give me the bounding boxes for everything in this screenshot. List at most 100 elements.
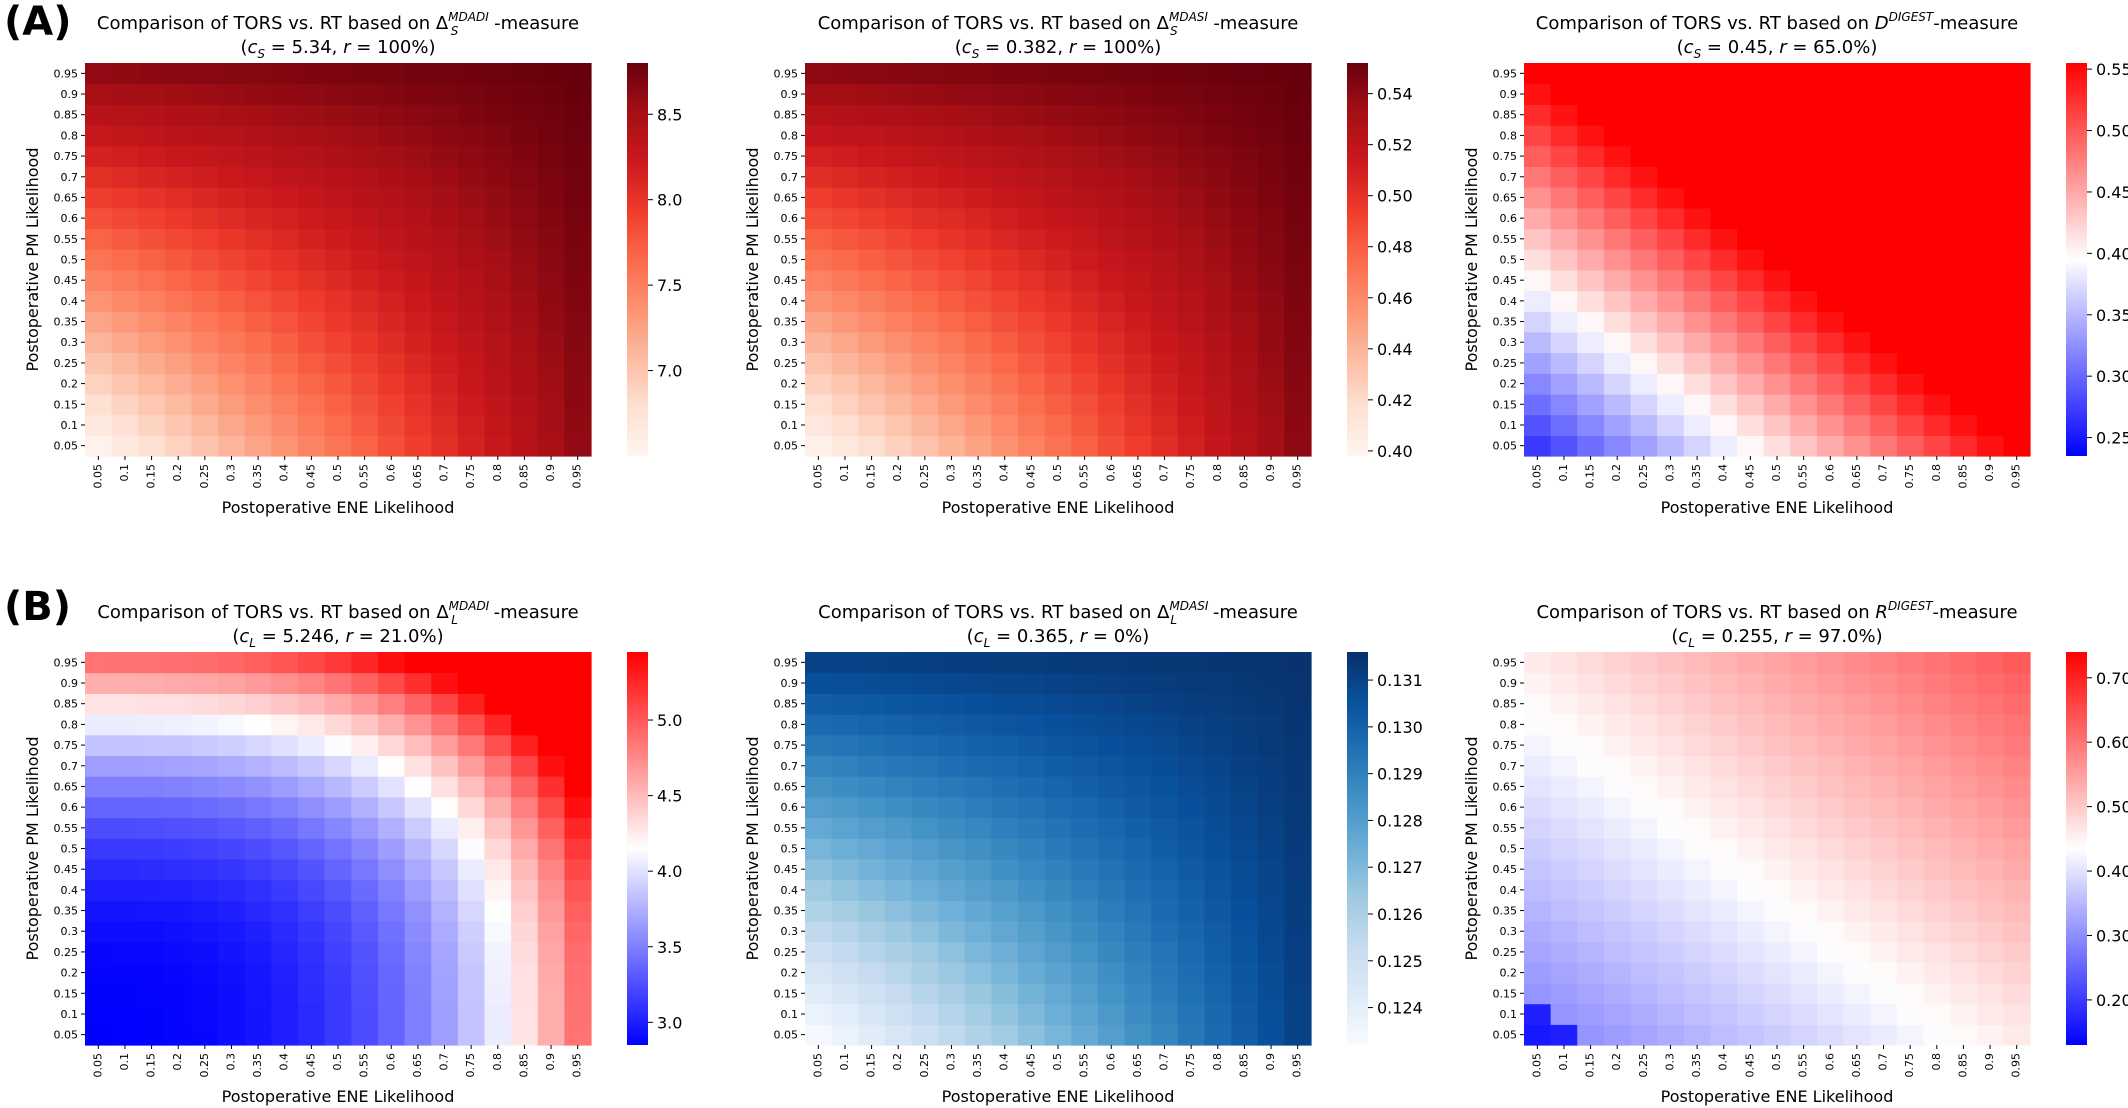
heatmap-cell: [1524, 796, 1552, 819]
heatmap-cell: [484, 672, 512, 694]
heatmap-cell: [1923, 269, 1951, 292]
x-tick-label: 0.55: [1797, 1053, 1810, 1078]
heatmap-cell: [1896, 352, 1925, 374]
heatmap-cell: [1071, 145, 1099, 168]
heatmap-cell: [1763, 83, 1791, 105]
heatmap-cell: [1151, 83, 1179, 105]
heatmap-cell: [191, 879, 219, 901]
colorbar-tick-label: 7.0: [657, 362, 682, 381]
heatmap-cell: [298, 249, 326, 271]
heatmap-cell: [1577, 879, 1605, 901]
heatmap-cell: [404, 228, 432, 250]
heatmap-cell: [1177, 352, 1206, 374]
heatmap-cell: [1257, 817, 1285, 839]
heatmap-cell: [484, 145, 512, 168]
heatmap-cell: [191, 652, 219, 674]
heatmap-cell: [1976, 714, 2004, 736]
heatmap-cell: [244, 187, 273, 209]
heatmap-cell: [884, 879, 913, 901]
heatmap-cell: [884, 796, 913, 819]
heatmap-cell: [111, 249, 139, 271]
heatmap-cell: [884, 269, 913, 292]
chart-5: 0.05 0.1 0.15 0.2 0.25 0.3 0.35 0.4 0.45 0.5 0.55 0…: [743, 599, 1423, 1106]
heatmap-cell: [1630, 714, 1658, 736]
heatmap-cell: [1231, 879, 1259, 901]
heatmap-cell: [1737, 962, 1765, 984]
heatmap-cell: [1630, 941, 1658, 963]
y-tick-label: 0.6: [1500, 212, 1518, 225]
heatmap-cell: [1044, 435, 1072, 457]
heatmap-cell: [884, 920, 913, 943]
heatmap-cell: [404, 652, 432, 674]
heatmap-cell: [1816, 755, 1845, 777]
heatmap-cell: [85, 900, 113, 922]
y-tick-label: 0.8: [1500, 718, 1518, 731]
heatmap-cell: [1603, 1024, 1632, 1046]
heatmap-cell: [964, 941, 993, 963]
heatmap-cell: [858, 755, 886, 777]
heatmap-cell: [964, 373, 993, 395]
heatmap-cell: [1976, 879, 2004, 901]
heatmap-cell: [1257, 187, 1285, 209]
heatmap-cell: [1044, 817, 1072, 839]
heatmap-cell: [244, 63, 273, 85]
heatmap-cell: [85, 125, 113, 147]
heatmap-cell: [1577, 652, 1605, 674]
heatmap-cell: [1683, 962, 1712, 984]
heatmap-cell: [564, 393, 592, 416]
x-tick-label: 0.4: [1717, 1053, 1730, 1071]
heatmap-cell: [1790, 414, 1818, 436]
x-tick-label: 0.35: [971, 464, 984, 489]
heatmap-cell: [271, 755, 299, 777]
heatmap-cell: [484, 962, 512, 984]
heatmap-cell: [1710, 166, 1738, 188]
heatmap-cell: [1657, 817, 1685, 839]
heatmap-cell: [1257, 63, 1285, 85]
heatmap-cell: [138, 187, 166, 209]
heatmap-cell: [1124, 207, 1152, 230]
heatmap-cell: [164, 1003, 193, 1025]
heatmap-cell: [1177, 796, 1206, 819]
y-tick-label: 0.05: [774, 1029, 799, 1042]
heatmap-cell: [1177, 311, 1206, 333]
heatmap-cell: [218, 207, 246, 230]
heatmap-cell: [1763, 187, 1791, 209]
heatmap-cell: [377, 672, 406, 694]
heatmap-cell: [964, 125, 993, 147]
heatmap-cell: [218, 920, 246, 943]
heatmap-cell: [111, 393, 139, 416]
heatmap-cell: [1151, 776, 1179, 798]
heatmap-cell: [1790, 83, 1818, 105]
heatmap-cell: [564, 414, 592, 436]
heatmap-cell: [564, 672, 592, 694]
heatmap-cell: [164, 734, 193, 757]
heatmap-cell: [1044, 755, 1072, 777]
heatmap-cell: [1923, 331, 1951, 354]
heatmap-cell: [1790, 435, 1818, 457]
heatmap-cell: [938, 249, 966, 271]
heatmap-cell: [2003, 755, 2031, 777]
heatmap-cell: [511, 817, 539, 839]
heatmap-cell: [111, 228, 139, 250]
heatmap-cell: [1950, 652, 1978, 674]
heatmap-cell: [457, 63, 486, 85]
heatmap-cell: [1710, 817, 1738, 839]
heatmap-cell: [1524, 311, 1552, 333]
heatmap-cell: [138, 331, 166, 354]
heatmap-cell: [1763, 672, 1791, 694]
heatmap-cell: [1790, 941, 1818, 963]
heatmap-cell: [1976, 693, 2004, 715]
heatmap-cell: [805, 796, 833, 819]
heatmap-cell: [1231, 414, 1259, 436]
x-tick-label: 0.45: [1024, 464, 1037, 489]
heatmap-cell: [1097, 125, 1126, 147]
heatmap-cell: [858, 373, 886, 395]
heatmap-cell: [1763, 414, 1791, 436]
chart-4: 0.05 0.1 0.15 0.2 0.25 0.3 0.35 0.4 0.45 0.5 0.55 0…: [23, 599, 682, 1106]
heatmap-cell: [377, 249, 406, 271]
heatmap-cell: [1603, 290, 1632, 312]
heatmap-cell: [1044, 838, 1072, 860]
heatmap-cell: [85, 166, 113, 188]
heatmap-cell: [831, 652, 859, 674]
heatmap-cell: [1177, 435, 1206, 457]
